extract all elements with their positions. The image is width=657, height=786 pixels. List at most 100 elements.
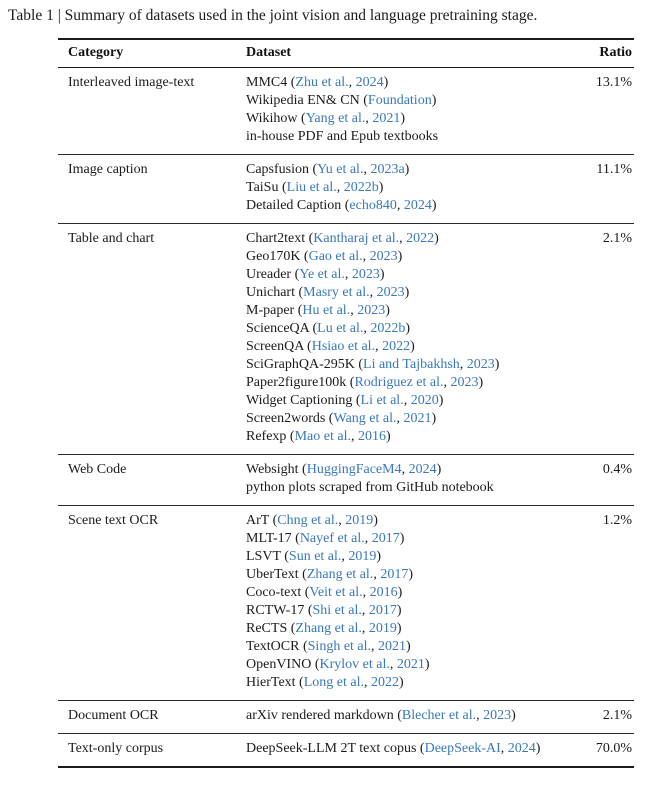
- citation-link[interactable]: 2023: [351, 267, 380, 282]
- citation-link[interactable]: 2023: [450, 375, 479, 390]
- dataset-cell: Screen2words (Wang et al., 2021): [246, 410, 568, 428]
- citation-link[interactable]: Nayef et al.: [299, 531, 365, 546]
- citation-link[interactable]: 2024: [408, 462, 437, 477]
- dataset-row: Refexp (Mao et al., 2016): [58, 428, 634, 455]
- citation-link[interactable]: 2024: [507, 741, 536, 756]
- citation-link[interactable]: 2023: [369, 249, 398, 264]
- citation-link[interactable]: Rodriguez et al.: [354, 375, 444, 390]
- citation-link[interactable]: Masry et al.: [303, 285, 370, 300]
- citation-link[interactable]: 2021: [396, 657, 425, 672]
- table-body: Interleaved image-text MMC4 (Zhu et al., …: [58, 67, 634, 767]
- dataset-cell: ArT (Chng et al., 2019): [246, 505, 568, 530]
- citation-link[interactable]: echo840: [349, 198, 397, 213]
- citation-link[interactable]: 2016: [357, 429, 386, 444]
- citation-link[interactable]: Zhu et al.: [295, 75, 349, 90]
- dataset-text: Screen2words (: [246, 411, 334, 426]
- citation-link[interactable]: 2024: [355, 75, 384, 90]
- citation-link[interactable]: Lu et al.: [317, 321, 364, 336]
- citation-link[interactable]: Hsiao et al.: [311, 339, 376, 354]
- citation-link[interactable]: Shi et al.: [312, 603, 362, 618]
- citation-link[interactable]: Yang et al.: [305, 111, 366, 126]
- citation-link[interactable]: 2022: [406, 231, 435, 246]
- citation-link[interactable]: 2021: [378, 639, 407, 654]
- dataset-text: UberText (: [246, 567, 307, 582]
- dataset-text: M-paper (: [246, 303, 303, 318]
- citation-link[interactable]: Gao et al.: [308, 249, 363, 264]
- dataset-text: ): [406, 639, 411, 654]
- dataset-text: ,: [364, 531, 372, 546]
- citation-link[interactable]: 2019: [368, 621, 397, 636]
- dataset-text: ): [378, 180, 384, 195]
- citation-link[interactable]: Mao et al.: [294, 429, 351, 444]
- ratio-cell: 11.1%: [568, 154, 634, 224]
- dataset-cell: TextOCR (Singh et al., 2021): [246, 638, 568, 656]
- citation-link[interactable]: Zhang et al.: [295, 621, 362, 636]
- dataset-text: ,: [363, 675, 371, 690]
- dataset-text: Websight (: [246, 462, 307, 477]
- citation-link[interactable]: 2016: [369, 585, 398, 600]
- dataset-row: Document OCR arXiv rendered markdown (Ble…: [58, 700, 634, 734]
- citation-link[interactable]: Ye et al.: [299, 267, 345, 282]
- citation-link[interactable]: Sun et al.: [288, 549, 342, 564]
- citation-link[interactable]: 2019: [348, 549, 377, 564]
- citation-link[interactable]: 2017: [380, 567, 409, 582]
- citation-link[interactable]: 2023a: [370, 162, 405, 177]
- citation-link[interactable]: Foundation: [367, 93, 432, 108]
- dataset-text: ,: [500, 741, 508, 756]
- citation-link[interactable]: Krylov et al.: [319, 657, 390, 672]
- citation-link[interactable]: Kantharaj et al.: [313, 231, 400, 246]
- dataset-text: ,: [362, 249, 370, 264]
- citation-link[interactable]: Wang et al.: [333, 411, 397, 426]
- citation-link[interactable]: Zhang et al.: [306, 567, 374, 582]
- citation-link[interactable]: 2022b: [370, 321, 406, 336]
- citation-link[interactable]: Hu et al.: [302, 303, 351, 318]
- citation-link[interactable]: Blecher et al.: [401, 708, 477, 723]
- category-cell: Web Code: [58, 454, 246, 506]
- citation-link[interactable]: Long et al.: [303, 675, 364, 690]
- dataset-text: ,: [375, 339, 383, 354]
- citation-link[interactable]: Liu et al.: [286, 180, 337, 195]
- citation-link[interactable]: 2017: [371, 531, 400, 546]
- citation-link[interactable]: 2022: [382, 339, 411, 354]
- citation-link[interactable]: DeepSeek-AI: [424, 741, 501, 756]
- dataset-text: ): [404, 162, 410, 177]
- dataset-row: Wikipedia EN& CN (Foundation): [58, 92, 634, 110]
- dataset-row: MLT-17 (Nayef et al., 2017): [58, 530, 634, 548]
- citation-link[interactable]: 2022b: [343, 180, 379, 195]
- citation-link[interactable]: Li et al.: [360, 393, 404, 408]
- citation-link[interactable]: 2023: [483, 708, 512, 723]
- citation-link[interactable]: 2017: [368, 603, 397, 618]
- citation-link[interactable]: 2023: [466, 357, 495, 372]
- table-caption: Table 1 | Summary of datasets used in th…: [8, 7, 538, 24]
- citation-link[interactable]: 2023: [357, 303, 386, 318]
- dataset-cell: Geo170K (Gao et al., 2023): [246, 248, 568, 266]
- citation-link[interactable]: HuggingFaceM4: [306, 462, 402, 477]
- dataset-cell: Detailed Caption (echo840, 2024): [246, 197, 568, 224]
- category-cell: Scene text OCR: [58, 505, 246, 701]
- dataset-text: in-house PDF and Epub textbooks: [246, 129, 439, 144]
- dataset-text: ,: [363, 162, 371, 177]
- citation-link[interactable]: 2024: [403, 198, 432, 213]
- dataset-row: UberText (Zhang et al., 2017): [58, 566, 634, 584]
- citation-link[interactable]: 2019: [345, 513, 374, 528]
- dataset-row: Image caption Capsfusion (Yu et al., 2023…: [58, 154, 634, 224]
- citation-link[interactable]: 2020: [410, 393, 439, 408]
- dataset-text: ): [535, 741, 541, 756]
- dataset-cell: Widget Captioning (Li et al., 2020): [246, 392, 568, 410]
- dataset-text: ,: [459, 357, 467, 372]
- dataset-text: MLT-17 (: [246, 531, 300, 546]
- citation-link[interactable]: 2021: [403, 411, 432, 426]
- dataset-row: Unichart (Masry et al., 2023): [58, 284, 634, 302]
- dataset-row: Wikihow (Yang et al., 2021): [58, 110, 634, 128]
- citation-link[interactable]: Singh et al.: [307, 639, 372, 654]
- citation-link[interactable]: Chng et al.: [277, 513, 339, 528]
- citation-link[interactable]: 2023: [376, 285, 405, 300]
- citation-link[interactable]: Veit et al.: [309, 585, 363, 600]
- dataset-text: LSVT (: [246, 549, 289, 564]
- citation-link[interactable]: 2022: [370, 675, 399, 690]
- dataset-row: Paper2figure100k (Rodriguez et al., 2023…: [58, 374, 634, 392]
- citation-link[interactable]: 2021: [372, 111, 401, 126]
- citation-link[interactable]: Yu et al.: [317, 162, 364, 177]
- dataset-row: Detailed Caption (echo840, 2024): [58, 197, 634, 224]
- citation-link[interactable]: Li and Tajbakhsh: [363, 357, 460, 372]
